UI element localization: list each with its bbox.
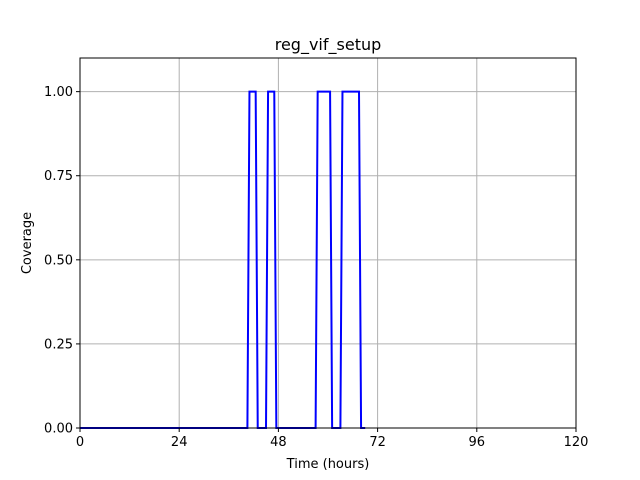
y-tick-label: 0.50 <box>44 253 73 268</box>
x-tick-label: 24 <box>171 435 188 450</box>
y-tick-label: 0.00 <box>44 422 73 437</box>
grid <box>79 58 577 429</box>
chart-title: reg_vif_setup <box>275 35 382 55</box>
y-tick-label: 0.75 <box>44 169 73 184</box>
y-axis-label: Coverage <box>20 212 35 274</box>
x-tick-label: 48 <box>270 435 287 450</box>
x-tick-label: 0 <box>76 435 84 450</box>
y-ticks: 0.00 0.25 0.50 0.75 1.00 <box>44 85 80 437</box>
y-tick-label: 0.25 <box>44 337 73 352</box>
y-tick-label: 1.00 <box>44 85 73 100</box>
x-tick-label: 120 <box>564 435 589 450</box>
plot-frame <box>79 57 577 429</box>
x-ticks: 0 24 48 72 96 120 <box>76 428 589 450</box>
x-axis-label: Time (hours) <box>286 457 370 472</box>
x-tick-label: 72 <box>369 435 386 450</box>
x-tick-label: 96 <box>469 435 486 450</box>
